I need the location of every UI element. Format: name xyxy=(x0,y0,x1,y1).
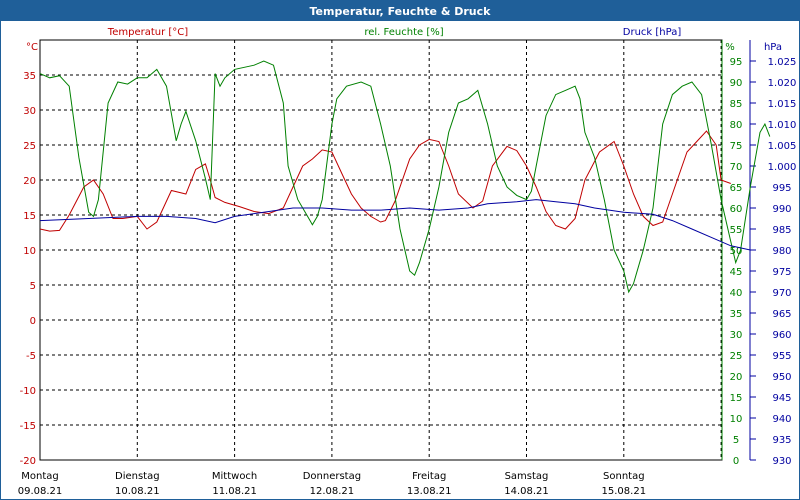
x-tick-day: Freitag xyxy=(412,471,446,482)
pressure-tick-label: 950 xyxy=(772,372,791,383)
x-tick-day: Mittwoch xyxy=(212,471,257,482)
humidity-tick-label: 75 xyxy=(730,141,743,152)
pressure-tick-label: 1.025 xyxy=(768,57,797,68)
humidity-tick-label: 30 xyxy=(730,330,743,341)
pressure-tick-label: 935 xyxy=(772,435,791,446)
humidity-tick-label: 10 xyxy=(730,414,743,425)
humidity-tick-label: 0 xyxy=(733,456,739,467)
grid xyxy=(39,39,723,461)
pressure-tick-label: 1.000 xyxy=(768,162,797,173)
x-tick-day: Samstag xyxy=(505,471,549,482)
temperature-tick-label: 20 xyxy=(23,176,36,187)
temperature-tick-label: 15 xyxy=(23,211,36,222)
x-tick-day: Montag xyxy=(21,471,58,482)
humidity-tick-label: 5 xyxy=(733,435,739,446)
x-tick-date: 14.08.21 xyxy=(504,486,549,497)
pressure-tick-label: 975 xyxy=(772,267,791,278)
pressure-tick-label: 1.005 xyxy=(768,141,797,152)
x-tick-day: Donnerstag xyxy=(303,471,361,482)
x-tick-date: 09.08.21 xyxy=(18,486,63,497)
humidity-tick-label: 70 xyxy=(730,162,743,173)
pressure-tick-label: 970 xyxy=(772,288,791,299)
x-tick-date: 15.08.21 xyxy=(602,486,647,497)
temperature-series-line xyxy=(39,130,731,232)
humidity-tick-label: 15 xyxy=(730,393,743,404)
pressure-tick-label: 1.010 xyxy=(768,120,797,131)
temperature-tick-label: 5 xyxy=(30,281,36,292)
temperature-tick-label: 35 xyxy=(23,71,36,82)
axes: Temperatur [°C] rel. Feuchte [%] Druck [… xyxy=(18,27,797,497)
humidity-series-line xyxy=(39,60,771,294)
x-tick-day: Dienstag xyxy=(115,471,160,482)
humidity-unit: % xyxy=(725,42,735,53)
pressure-tick-label: 940 xyxy=(772,414,791,425)
temperature-axis-label: Temperatur [°C] xyxy=(107,27,188,38)
pressure-tick-label: 1.015 xyxy=(768,99,797,110)
humidity-tick-label: 90 xyxy=(730,78,743,89)
x-tick-date: 10.08.21 xyxy=(115,486,160,497)
pressure-tick-label: 990 xyxy=(772,204,791,215)
pressure-tick-label: 1.020 xyxy=(768,78,797,89)
temperature-tick-label: 30 xyxy=(23,106,36,117)
pressure-tick-label: 960 xyxy=(772,330,791,341)
humidity-tick-label: 60 xyxy=(730,204,743,215)
humidity-tick-label: 65 xyxy=(730,183,743,194)
temperature-tick-label: 25 xyxy=(23,141,36,152)
x-tick-date: 11.08.21 xyxy=(212,486,257,497)
humidity-axis-label: rel. Feuchte [%] xyxy=(364,27,443,38)
temperature-tick-label: 0 xyxy=(30,316,36,327)
pressure-unit: hPa xyxy=(764,42,782,53)
temperature-tick-label: 10 xyxy=(23,246,36,257)
temperature-tick-label: -20 xyxy=(20,456,36,467)
series xyxy=(39,60,771,294)
pressure-series-line xyxy=(39,199,751,251)
pressure-tick-label: 955 xyxy=(772,351,791,362)
temperature-tick-label: -10 xyxy=(20,386,36,397)
humidity-tick-label: 25 xyxy=(730,351,743,362)
pressure-tick-label: 985 xyxy=(772,225,791,236)
temperature-tick-label: -5 xyxy=(26,351,36,362)
pressure-tick-label: 980 xyxy=(772,246,791,257)
x-tick-date: 13.08.21 xyxy=(407,486,452,497)
pressure-tick-label: 995 xyxy=(772,183,791,194)
x-tick-day: Sonntag xyxy=(603,471,645,482)
humidity-tick-label: 35 xyxy=(730,309,743,320)
pressure-tick-label: 965 xyxy=(772,309,791,320)
chart-title: Temperatur, Feuchte & Druck xyxy=(1,1,799,21)
humidity-tick-label: 20 xyxy=(730,372,743,383)
temperature-tick-label: -15 xyxy=(20,421,36,432)
pressure-axis-label: Druck [hPa] xyxy=(623,27,682,38)
humidity-tick-label: 45 xyxy=(730,267,743,278)
x-tick-date: 12.08.21 xyxy=(310,486,355,497)
humidity-tick-label: 55 xyxy=(730,225,743,236)
pressure-tick-label: 930 xyxy=(772,456,791,467)
humidity-tick-label: 40 xyxy=(730,288,743,299)
humidity-tick-label: 80 xyxy=(730,120,743,131)
temperature-unit: °C xyxy=(26,42,38,53)
humidity-tick-label: 95 xyxy=(730,57,743,68)
humidity-tick-label: 50 xyxy=(730,246,743,257)
humidity-tick-label: 85 xyxy=(730,99,743,110)
pressure-tick-label: 945 xyxy=(772,393,791,404)
